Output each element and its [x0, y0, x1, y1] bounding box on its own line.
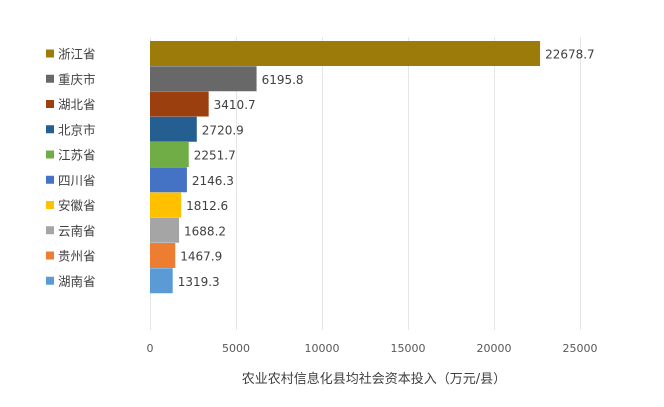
legend-marker	[46, 201, 54, 209]
x-axis-ticks: 0 5000 10000 15000 20000 25000	[147, 342, 598, 355]
data-label: 1688.2	[184, 224, 226, 238]
legend-marker	[46, 276, 54, 285]
category-label: 贵州省	[58, 249, 96, 264]
x-axis-label: 农业农村信息化县均社会资本投入（万元/县）	[242, 371, 506, 387]
data-label: 2146.3	[192, 174, 234, 188]
category-label: 湖南省	[58, 274, 96, 289]
bar	[150, 66, 257, 92]
category-label: 云南省	[58, 223, 96, 238]
bar	[150, 167, 187, 193]
data-label: 2251.7	[194, 149, 236, 163]
bar	[150, 243, 176, 268]
legend-marker	[46, 226, 54, 235]
x-tick-label: 10000	[305, 342, 340, 355]
legend-marker	[46, 175, 54, 184]
category-label: 湖北省	[58, 97, 96, 112]
category-label: 北京市	[58, 122, 96, 137]
data-label: 1319.3	[178, 275, 220, 289]
bar	[150, 217, 180, 243]
data-label: 22678.7	[545, 48, 595, 62]
x-tick-label: 15000	[391, 342, 426, 355]
x-tick-label: 0	[147, 342, 154, 355]
data-label: 6195.8	[262, 73, 304, 87]
category-label: 重庆市	[58, 72, 96, 87]
x-tick-label: 5000	[222, 342, 250, 355]
bar	[150, 91, 209, 117]
legend-marker	[46, 49, 54, 58]
category-label: 浙江省	[58, 47, 96, 62]
data-label: 1467.9	[180, 250, 222, 264]
legend-marker	[46, 100, 54, 108]
legend-marker	[46, 251, 54, 260]
bar	[150, 192, 182, 218]
legend-marker	[46, 74, 54, 83]
legend-marker	[46, 150, 54, 159]
value-labels: 22678.7 6195.8 3410.7 2720.9 2251.7 2146.3 181…	[178, 48, 595, 289]
data-label: 1812.6	[186, 199, 228, 213]
x-tick-label: 20000	[477, 342, 512, 355]
category-label: 四川省	[58, 173, 96, 188]
bar	[150, 41, 541, 66]
x-tick-label: 25000	[563, 342, 598, 355]
legend-marker	[46, 125, 54, 134]
bars	[150, 41, 541, 294]
bar	[150, 116, 197, 142]
data-label: 2720.9	[202, 123, 244, 137]
bar	[150, 142, 189, 167]
data-label: 3410.7	[214, 98, 256, 112]
category-label: 江苏省	[58, 148, 96, 163]
category-label: 安徽省	[58, 198, 96, 213]
bar	[150, 268, 173, 294]
